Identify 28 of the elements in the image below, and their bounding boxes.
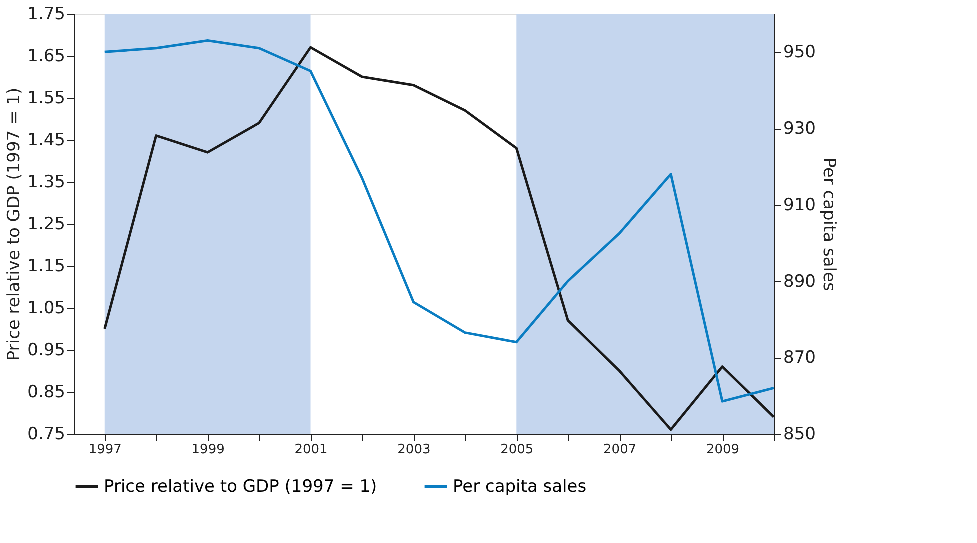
y-tick-label: 1.05 [28, 298, 66, 318]
y-tick-label: 0.75 [28, 424, 66, 444]
legend-label: Price relative to GDP (1997 = 1) [104, 477, 378, 497]
x-tick-label: 2005 [500, 442, 534, 458]
y-tick-label: 1.25 [28, 214, 66, 234]
x-tick-label: 2007 [604, 442, 637, 458]
y-axis-title: Price relative to GDP (1997 = 1) [4, 88, 25, 362]
y-tick-label: 0.85 [28, 382, 66, 402]
y2-tick-label: 950 [784, 42, 816, 63]
x-tick-label: 1997 [88, 442, 122, 458]
legend-label: Per capita sales [453, 477, 587, 497]
y2-axis-title: Per capita sales [818, 158, 839, 292]
y-tick-label: 1.35 [28, 172, 66, 192]
y2-tick-label: 890 [784, 272, 816, 292]
y-tick-label: 1.65 [28, 46, 66, 66]
x-tick-label: 2009 [706, 442, 740, 458]
y2-tick-label: 850 [784, 424, 816, 444]
x-tick-label: 1999 [192, 442, 225, 458]
x-tick-label: 2001 [294, 442, 328, 458]
y-tick-label: 1.55 [28, 88, 66, 108]
y2-tick-label: 930 [784, 119, 816, 140]
y-tick-label: 0.95 [28, 340, 66, 360]
x-tick-label: 2003 [398, 442, 431, 458]
y-tick-label: 1.45 [28, 130, 66, 150]
y2-tick-label: 910 [784, 195, 816, 216]
y2-tick-label: 870 [784, 348, 816, 368]
y-tick-label: 1.75 [28, 4, 66, 24]
y-tick-label: 1.15 [28, 256, 66, 276]
